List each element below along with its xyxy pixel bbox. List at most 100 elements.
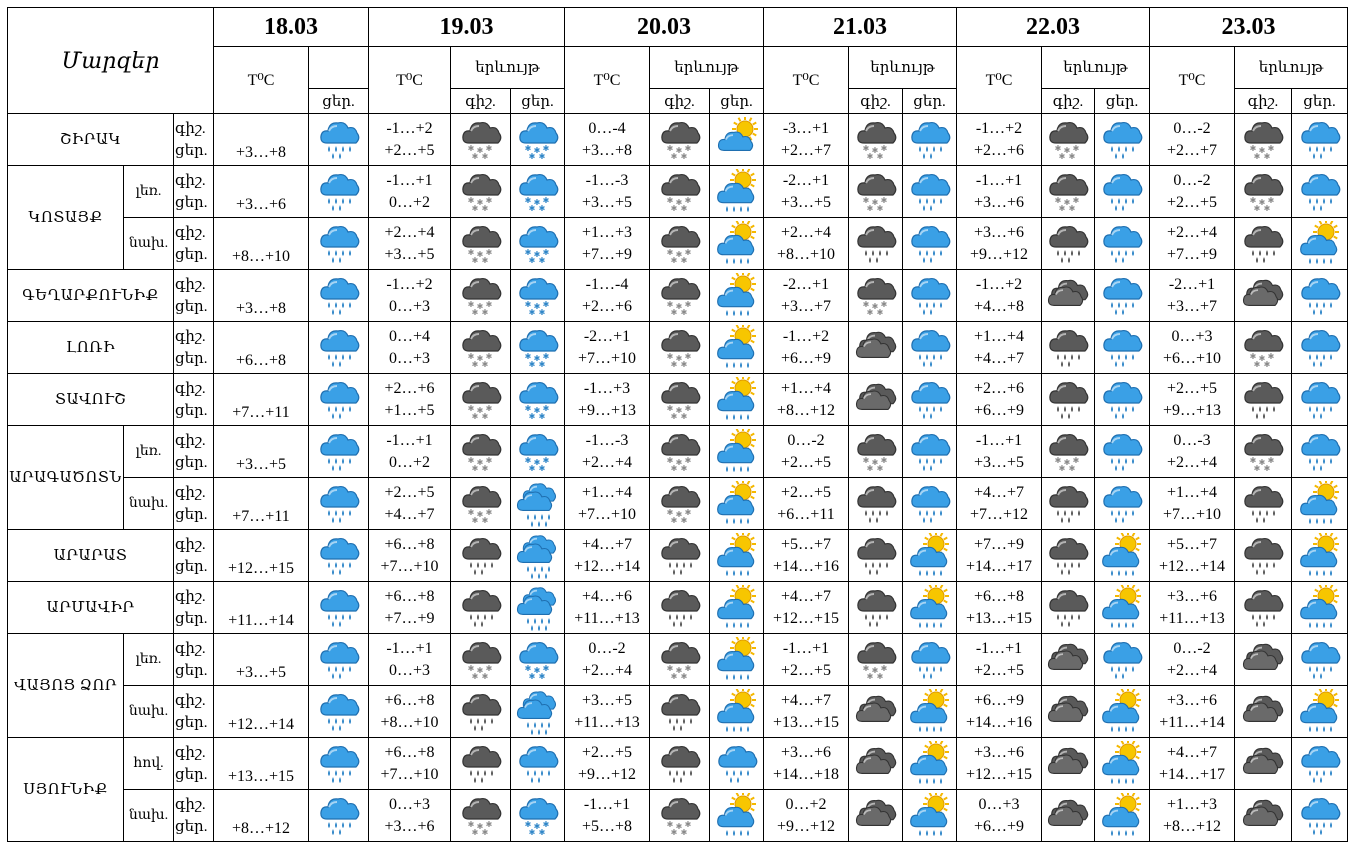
svg-text:✱: ✱ [862, 144, 869, 153]
svg-text:✱: ✱ [528, 360, 535, 369]
day-subheader-1: ցեր. [510, 88, 565, 114]
night-row-label: գիշ. [175, 692, 206, 709]
svg-text:✱: ✱ [1268, 196, 1275, 205]
night-weather-cell [649, 581, 710, 634]
night-weather-cell [450, 685, 511, 738]
day-temp: +12…+14 [227, 716, 295, 733]
region-name: ԼՈՌԻ [7, 321, 174, 374]
night-weather-cell: ✱ ✱ ✱ ✱ ✱ [848, 113, 903, 166]
temp-header-5: T⁰C [1149, 46, 1235, 114]
day-weather-cell [510, 737, 565, 790]
svg-text:✱: ✱ [866, 464, 873, 473]
day-temp: +9…+12 [577, 765, 637, 783]
night-weather-cell: ✱ ✱ ✱ ✱ ✱ [1041, 425, 1095, 478]
rain-icon [310, 325, 368, 371]
snow-cloud-icon: ✱ ✱ ✱ ✱ ✱ [651, 637, 709, 683]
night-temp: +1…+4 [780, 379, 832, 397]
night-row-label: գիշ. [175, 484, 206, 501]
snow-cloud-icon: ✱ ✱ ✱ ✱ ✱ [651, 793, 709, 839]
night-weather-cell: ✱ ✱ ✱ ✱ ✱ [848, 425, 903, 478]
night-temp: +4…+7 [581, 535, 633, 553]
temp-cell: +3…+5 +11…+13 [564, 685, 650, 738]
svg-text:✱: ✱ [876, 152, 883, 161]
night-weather-cell [1041, 217, 1095, 270]
temp-cell: +3…+8 [213, 113, 309, 166]
night-temp: -2…+1 [1168, 275, 1216, 293]
svg-text:✱: ✱ [467, 664, 474, 673]
daynight-labels: գիշ. ցեր. [173, 789, 214, 842]
weather-cell [308, 321, 369, 374]
day-temp: +2…+4 [581, 453, 633, 471]
day-temp: +7…+10 [577, 349, 637, 367]
svg-text:✱: ✱ [871, 458, 878, 467]
day-temp: +2…+5 [973, 661, 1025, 679]
sun-rain-icon [711, 584, 763, 631]
dark-cloud-rain-icon [452, 689, 510, 735]
day-row-label: ցեր. [175, 818, 208, 835]
day-weather-cell [709, 633, 764, 686]
svg-text:✱: ✱ [1264, 152, 1271, 161]
snow-cloud-icon: ✱ ✱ ✱ ✱ ✱ [850, 637, 902, 683]
svg-text:✱: ✱ [876, 308, 883, 317]
table-row: նախ. գիշ. ցեր. +8…+10 +2…+4 +3…+5 ✱ ✱ ✱ ✱ ✱ ✱ ✱ ✱ ✱ ✱ +1… [8, 217, 1348, 270]
day-row-label: ցեր. [175, 246, 208, 263]
rain-icon [1293, 741, 1347, 787]
dark-cloud-rain-icon [1236, 481, 1291, 527]
svg-text:✱: ✱ [862, 196, 869, 205]
temp-cell: 0…+4 0…+3 [368, 321, 451, 374]
rain-icon [310, 429, 368, 475]
night-temp: +3…+6 [973, 223, 1025, 241]
svg-text:✱: ✱ [476, 822, 483, 831]
dark-cloud-icon [850, 741, 902, 787]
rain-icon [310, 273, 368, 319]
dark-cloud-icon [1043, 637, 1094, 683]
rain-icon [1096, 429, 1149, 475]
daynight-labels: գիշ. ցեր. [173, 217, 214, 270]
sun-rain-icon [1096, 740, 1149, 787]
night-weather-cell: ✱ ✱ ✱ ✱ ✱ [450, 633, 511, 686]
rain-icon [1293, 117, 1347, 163]
svg-text:✱: ✱ [542, 248, 549, 257]
snow-cloud-icon: ✱ ✱ ✱ ✱ ✱ [452, 221, 510, 267]
table-row: ՏԱՎՈՒՇ գիշ. ցեր. +7…+11 +2…+6 +1…+5 ✱ ✱ ✱ ✱ ✱ ✱ ✱ ✱ ✱ ✱… [7, 373, 1348, 426]
rain-icon [310, 481, 368, 527]
day-weather-cell [1094, 217, 1150, 270]
heavy-rain-icon [512, 481, 564, 527]
night-weather-cell: ✱ ✱ ✱ ✱ ✱ [1234, 165, 1292, 218]
day-weather-cell [1094, 113, 1150, 166]
temp-cell: +5…+7 +14…+16 [763, 529, 849, 582]
rain-icon [1096, 221, 1149, 267]
night-temp: -1…-3 [585, 431, 629, 449]
night-row-label: գիշ. [175, 744, 206, 761]
svg-text:✱: ✱ [675, 666, 682, 675]
night-row-label: գիշ. [175, 120, 206, 137]
day-weather-cell [510, 477, 565, 530]
day-weather-cell [709, 321, 764, 374]
night-weather-cell [450, 737, 511, 790]
zone-label: լեռ. [123, 633, 174, 686]
temp-cell: -1…+2 +6…+9 [763, 321, 849, 374]
svg-text:✱: ✱ [876, 464, 883, 473]
rain-icon [512, 741, 564, 787]
region-name: ԳԵՂԱՐՔՈՒՆԻՔ [7, 269, 174, 322]
day-temp: +3…+5 [384, 245, 435, 263]
night-temp: +4…+7 [973, 483, 1025, 501]
svg-text:✱: ✱ [680, 412, 687, 421]
night-temp: -1…+1 [975, 639, 1023, 657]
rain-icon [1096, 169, 1149, 215]
night-weather-cell [848, 737, 903, 790]
night-row-label: գիշ. [175, 640, 206, 657]
zone-label: լեռ. [123, 165, 174, 218]
rain-icon [1096, 377, 1149, 423]
sun-rain-icon [1096, 532, 1149, 579]
svg-text:✱: ✱ [528, 308, 535, 317]
rain-icon [1096, 117, 1149, 163]
rain-icon [1096, 325, 1149, 371]
night-temp: -1…+1 [386, 431, 433, 449]
svg-text:✱: ✱ [684, 144, 691, 153]
svg-text:✱: ✱ [467, 248, 474, 257]
svg-text:✱: ✱ [485, 196, 492, 205]
rain-icon [904, 169, 956, 215]
region-name: ԱՐԱԳԱԾՈՏՆ [7, 425, 124, 530]
dark-cloud-rain-icon [1043, 221, 1094, 267]
